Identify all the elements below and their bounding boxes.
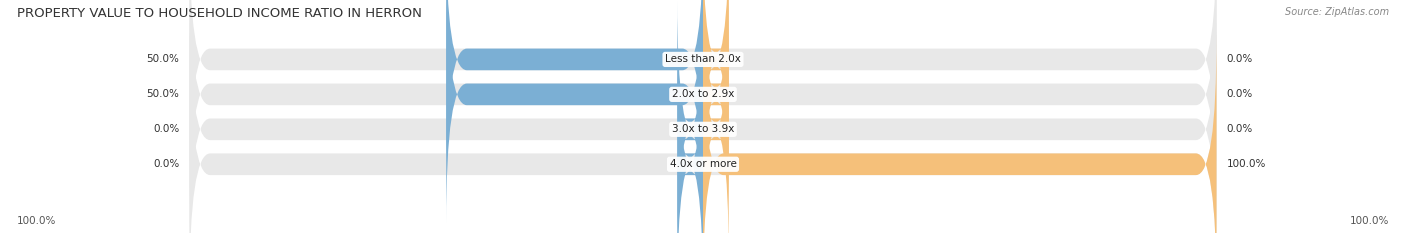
Text: 2.0x to 2.9x: 2.0x to 2.9x	[672, 89, 734, 99]
FancyBboxPatch shape	[703, 0, 728, 223]
Text: 0.0%: 0.0%	[1227, 55, 1253, 64]
Text: 50.0%: 50.0%	[146, 89, 179, 99]
Text: 0.0%: 0.0%	[1227, 124, 1253, 134]
FancyBboxPatch shape	[703, 0, 728, 188]
Text: 100.0%: 100.0%	[1227, 159, 1267, 169]
Text: 100.0%: 100.0%	[1350, 216, 1389, 226]
Text: 0.0%: 0.0%	[1227, 89, 1253, 99]
Text: PROPERTY VALUE TO HOUSEHOLD INCOME RATIO IN HERRON: PROPERTY VALUE TO HOUSEHOLD INCOME RATIO…	[17, 7, 422, 20]
Text: 50.0%: 50.0%	[146, 55, 179, 64]
Text: 3.0x to 3.9x: 3.0x to 3.9x	[672, 124, 734, 134]
FancyBboxPatch shape	[703, 0, 728, 233]
Text: Source: ZipAtlas.com: Source: ZipAtlas.com	[1285, 7, 1389, 17]
FancyBboxPatch shape	[190, 0, 1216, 223]
FancyBboxPatch shape	[678, 0, 703, 233]
Text: 0.0%: 0.0%	[153, 124, 179, 134]
FancyBboxPatch shape	[446, 0, 703, 188]
Text: Less than 2.0x: Less than 2.0x	[665, 55, 741, 64]
Text: 100.0%: 100.0%	[17, 216, 56, 226]
FancyBboxPatch shape	[190, 35, 1216, 233]
Text: 0.0%: 0.0%	[153, 159, 179, 169]
FancyBboxPatch shape	[703, 35, 1216, 233]
FancyBboxPatch shape	[190, 0, 1216, 188]
FancyBboxPatch shape	[678, 35, 703, 233]
FancyBboxPatch shape	[190, 0, 1216, 233]
Text: 4.0x or more: 4.0x or more	[669, 159, 737, 169]
FancyBboxPatch shape	[446, 0, 703, 223]
